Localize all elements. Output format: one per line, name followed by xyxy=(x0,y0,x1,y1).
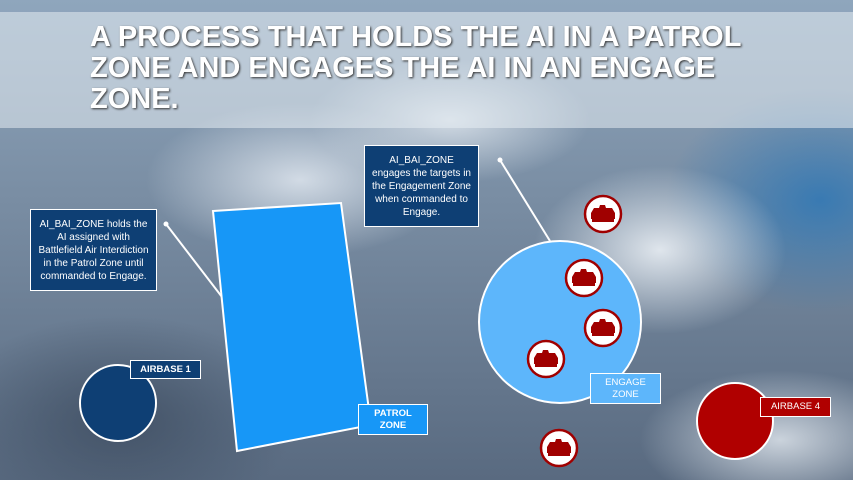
patrol-connector xyxy=(165,223,223,298)
title-band xyxy=(0,12,853,128)
tank-icon xyxy=(526,339,566,379)
tank-icon xyxy=(583,308,623,348)
tank-icon xyxy=(564,258,604,298)
patrol-zone-label: PATROL ZONE xyxy=(358,404,428,435)
airbase-4-label: AIRBASE 4 xyxy=(760,397,831,417)
engage-connector xyxy=(499,159,551,242)
patrol-zone xyxy=(211,201,373,453)
airbase-4 xyxy=(696,382,774,460)
engage-zone-label: ENGAGE ZONE xyxy=(590,373,661,404)
tank-icon xyxy=(539,428,579,468)
patrol-callout: AI_BAI_ZONE holds the AI assigned with B… xyxy=(30,209,157,291)
airbase-1 xyxy=(79,364,157,442)
engage-callout: AI_BAI_ZONE engages the targets in the E… xyxy=(364,145,479,227)
slide-title: A PROCESS THAT HOLDS THE AI IN A PATROL … xyxy=(90,21,741,115)
tank-icon xyxy=(583,194,623,234)
airbase-1-label: AIRBASE 1 xyxy=(130,360,201,379)
